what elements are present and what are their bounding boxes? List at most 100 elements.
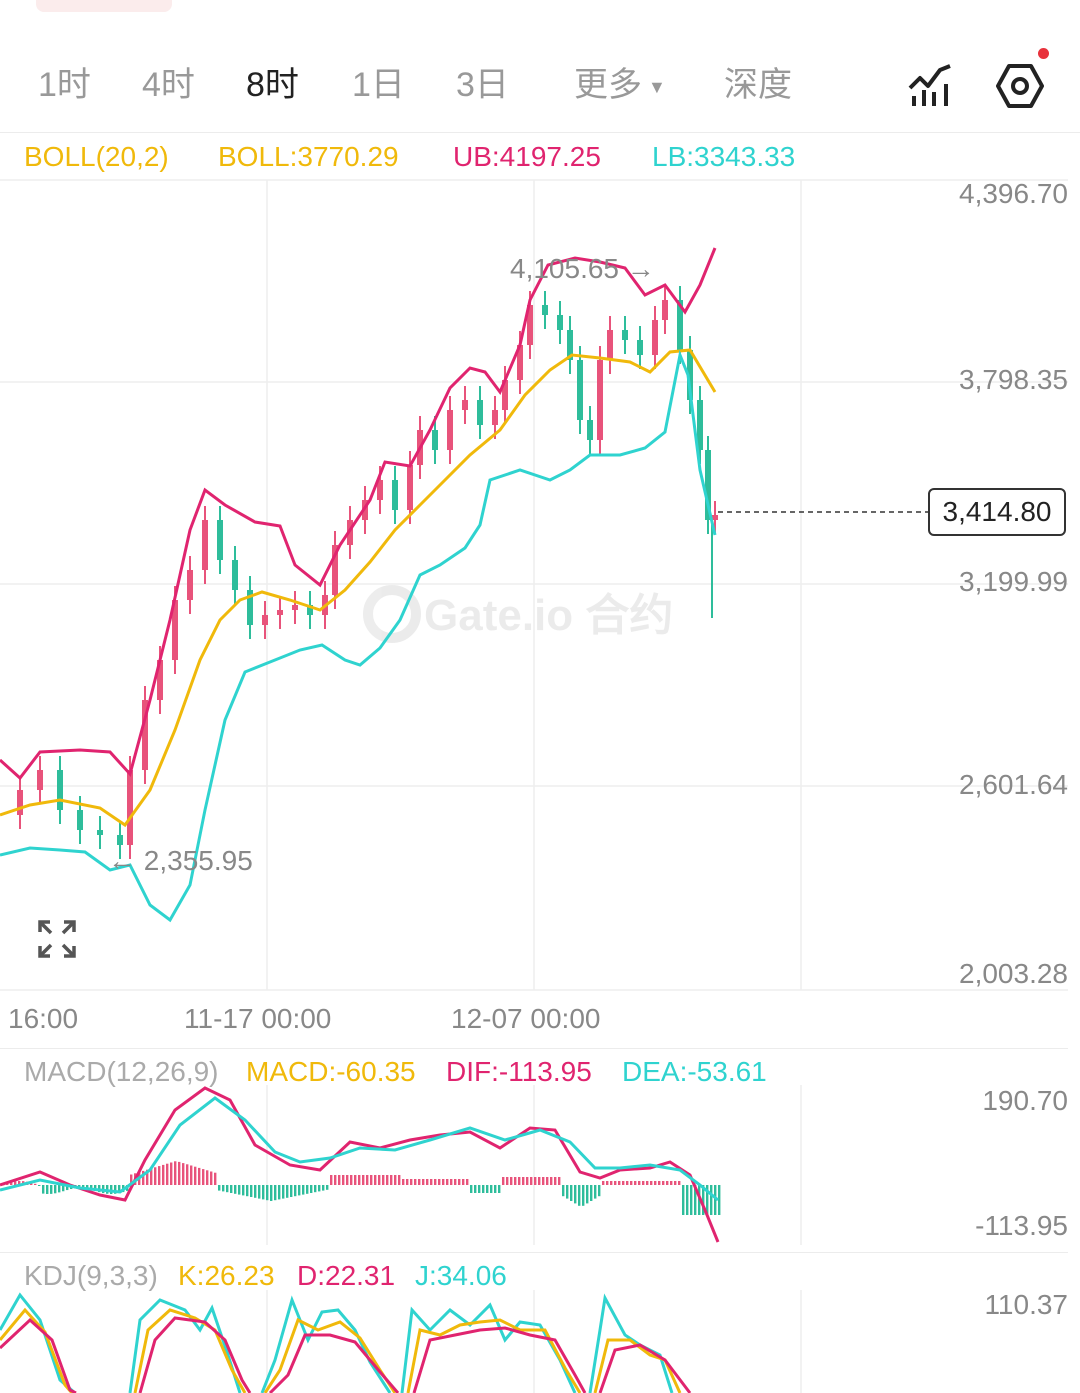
macd-bar bbox=[494, 1185, 497, 1193]
candle-body bbox=[567, 330, 573, 360]
macd-bar bbox=[314, 1185, 317, 1193]
macd-bar bbox=[294, 1185, 297, 1197]
macd-bar bbox=[402, 1179, 405, 1185]
macd-bar bbox=[710, 1185, 713, 1215]
candle-body bbox=[705, 450, 711, 520]
tab-more[interactable]: 更多 ▼ bbox=[574, 62, 666, 110]
macd-bar bbox=[334, 1175, 337, 1185]
macd-bar bbox=[430, 1179, 433, 1185]
candle-body bbox=[262, 615, 268, 625]
macd-bar bbox=[10, 1182, 13, 1185]
candle-body bbox=[587, 420, 593, 440]
candle-body bbox=[117, 835, 123, 845]
candle-body bbox=[492, 410, 498, 425]
high-price-marker: 4,105.65 → bbox=[510, 253, 655, 284]
macd-bar bbox=[46, 1185, 49, 1194]
kdj-d-line bbox=[0, 1316, 692, 1393]
tab-depth[interactable]: 深度 bbox=[724, 66, 792, 104]
macd-bar bbox=[594, 1185, 597, 1199]
candle-body bbox=[292, 605, 298, 610]
macd-bar bbox=[54, 1185, 57, 1194]
macd-bar bbox=[658, 1181, 661, 1185]
price-axis-label: 3,199.99 bbox=[959, 566, 1068, 597]
time-axis-label: 16:00 bbox=[8, 1003, 79, 1034]
macd-bar bbox=[626, 1181, 629, 1185]
tab-3d[interactable]: 3日 bbox=[456, 66, 509, 104]
kdj-legend-j: J:34.06 bbox=[415, 1260, 507, 1291]
hexagon-settings-icon[interactable] bbox=[996, 62, 1044, 110]
candle-body bbox=[172, 600, 178, 660]
tab-8h[interactable]: 8时 bbox=[246, 66, 299, 104]
macd-bar bbox=[558, 1177, 561, 1185]
macd-bar bbox=[482, 1185, 485, 1193]
macd-bar bbox=[450, 1179, 453, 1185]
tab-1d[interactable]: 1日 bbox=[352, 66, 405, 104]
macd-bar bbox=[286, 1185, 289, 1198]
divider bbox=[0, 1252, 1068, 1253]
expand-icon[interactable] bbox=[36, 918, 78, 960]
candle-body bbox=[662, 300, 668, 320]
macd-bar bbox=[262, 1185, 265, 1200]
macd-bar bbox=[634, 1181, 637, 1185]
timeframe-bar: 1时 4时 8时 1日 3日 更多 ▼ 深度 bbox=[0, 0, 1080, 133]
tab-4h[interactable]: 4时 bbox=[142, 66, 195, 104]
chart-indicator-icon[interactable] bbox=[906, 62, 954, 110]
macd-bar bbox=[330, 1175, 333, 1185]
candle-body bbox=[502, 380, 508, 410]
macd-bar bbox=[630, 1181, 633, 1185]
candle-body bbox=[277, 610, 283, 615]
candle-body bbox=[17, 790, 23, 815]
price-axis-label: 2,601.64 bbox=[959, 769, 1068, 800]
tab-more-label: 更多 bbox=[574, 66, 642, 104]
macd-bar bbox=[250, 1185, 253, 1197]
macd-bar bbox=[298, 1185, 301, 1196]
candle-body bbox=[142, 700, 148, 770]
macd-bar bbox=[178, 1161, 181, 1185]
boll-upper-line bbox=[0, 247, 717, 781]
candle-body bbox=[597, 360, 603, 440]
macd-bar bbox=[390, 1175, 393, 1185]
macd-bar bbox=[470, 1185, 473, 1193]
macd-bar bbox=[230, 1185, 233, 1193]
macd-bar bbox=[502, 1177, 505, 1185]
macd-bar bbox=[394, 1175, 397, 1185]
candle-body bbox=[307, 605, 313, 615]
candle-body bbox=[687, 350, 693, 400]
macd-bar bbox=[274, 1185, 277, 1201]
macd-bar bbox=[446, 1179, 449, 1185]
macd-bar bbox=[438, 1179, 441, 1185]
macd-bar bbox=[554, 1177, 557, 1185]
candles bbox=[17, 286, 718, 859]
macd-bar bbox=[606, 1181, 609, 1185]
macd-bar bbox=[34, 1183, 37, 1185]
macd-bar bbox=[58, 1185, 61, 1193]
candle-body bbox=[57, 770, 63, 810]
macd-bar bbox=[506, 1177, 509, 1185]
macd-bar bbox=[326, 1185, 329, 1190]
kdj-legend-k: K:26.23 bbox=[178, 1260, 275, 1291]
tab-1h[interactable]: 1时 bbox=[38, 66, 91, 104]
macd-bar bbox=[346, 1175, 349, 1185]
macd-bar bbox=[706, 1185, 709, 1215]
macd-bar bbox=[62, 1185, 65, 1192]
macd-bar bbox=[666, 1181, 669, 1185]
notification-dot bbox=[1038, 48, 1049, 59]
macd-bar bbox=[510, 1177, 513, 1185]
macd-bar bbox=[670, 1181, 673, 1185]
macd-bar bbox=[598, 1185, 601, 1197]
kdj-legend-d: D:22.31 bbox=[297, 1260, 396, 1291]
candle-body bbox=[652, 320, 658, 355]
macd-bar bbox=[690, 1185, 693, 1215]
candle-body bbox=[377, 480, 383, 500]
macd-bar bbox=[246, 1185, 249, 1197]
macd-bar bbox=[206, 1170, 209, 1185]
macd-bar bbox=[366, 1175, 369, 1185]
macd-bar bbox=[398, 1175, 401, 1185]
macd-bar bbox=[130, 1174, 133, 1185]
macd-bar bbox=[682, 1185, 685, 1215]
macd-bar bbox=[462, 1179, 465, 1185]
macd-bar bbox=[434, 1179, 437, 1185]
macd-bar bbox=[718, 1185, 721, 1215]
boll-legend-lb: LB:3343.33 bbox=[652, 141, 796, 172]
